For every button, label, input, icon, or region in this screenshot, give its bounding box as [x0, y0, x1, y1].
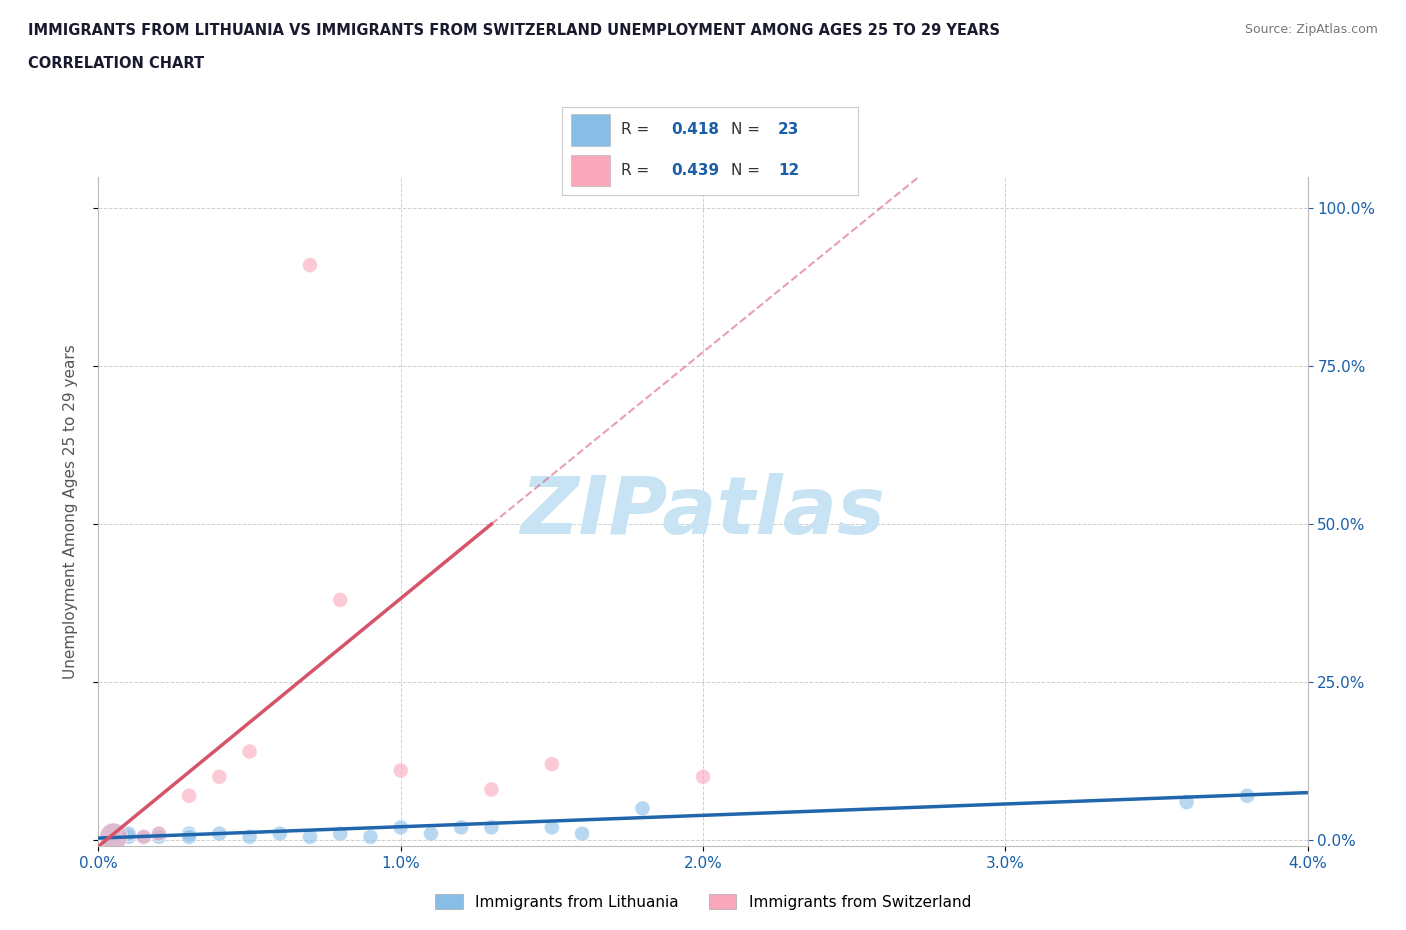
Point	[132, 830, 155, 844]
Point	[450, 820, 472, 835]
Point	[541, 757, 564, 772]
Text: 23: 23	[778, 123, 800, 138]
Point	[269, 826, 291, 841]
Point	[179, 830, 201, 844]
Point	[420, 826, 443, 841]
Point	[389, 763, 412, 777]
Point	[118, 830, 141, 844]
Point	[1175, 794, 1198, 809]
Point	[208, 769, 231, 784]
Text: ZIPatlas: ZIPatlas	[520, 472, 886, 551]
Point	[541, 820, 564, 835]
Text: 0.418: 0.418	[672, 123, 720, 138]
Point	[132, 830, 155, 844]
Point	[360, 830, 382, 844]
Text: CORRELATION CHART: CORRELATION CHART	[28, 56, 204, 71]
Point	[329, 592, 352, 607]
Point	[481, 820, 503, 835]
Text: 12: 12	[778, 163, 799, 178]
Point	[692, 769, 714, 784]
Point	[148, 826, 170, 841]
Point	[179, 789, 201, 804]
Point	[239, 830, 262, 844]
Legend: Immigrants from Lithuania, Immigrants from Switzerland: Immigrants from Lithuania, Immigrants fr…	[429, 888, 977, 916]
Text: R =: R =	[621, 163, 655, 178]
Point	[1236, 789, 1258, 804]
Text: 0.439: 0.439	[672, 163, 720, 178]
Point	[148, 826, 170, 841]
Point	[103, 830, 125, 844]
Text: R =: R =	[621, 123, 655, 138]
Point	[208, 826, 231, 841]
Point	[179, 826, 201, 841]
Point	[148, 830, 170, 844]
Point	[481, 782, 503, 797]
Point	[239, 744, 262, 759]
FancyBboxPatch shape	[571, 154, 610, 186]
Point	[329, 826, 352, 841]
Point	[118, 826, 141, 841]
Point	[571, 826, 593, 841]
Text: Source: ZipAtlas.com: Source: ZipAtlas.com	[1244, 23, 1378, 36]
Y-axis label: Unemployment Among Ages 25 to 29 years: Unemployment Among Ages 25 to 29 years	[63, 344, 77, 679]
Point	[299, 258, 322, 272]
Text: N =: N =	[731, 163, 765, 178]
Text: N =: N =	[731, 123, 765, 138]
Text: IMMIGRANTS FROM LITHUANIA VS IMMIGRANTS FROM SWITZERLAND UNEMPLOYMENT AMONG AGES: IMMIGRANTS FROM LITHUANIA VS IMMIGRANTS …	[28, 23, 1000, 38]
Point	[631, 801, 654, 816]
FancyBboxPatch shape	[571, 114, 610, 146]
Point	[389, 820, 412, 835]
Point	[103, 830, 125, 844]
Point	[299, 830, 322, 844]
